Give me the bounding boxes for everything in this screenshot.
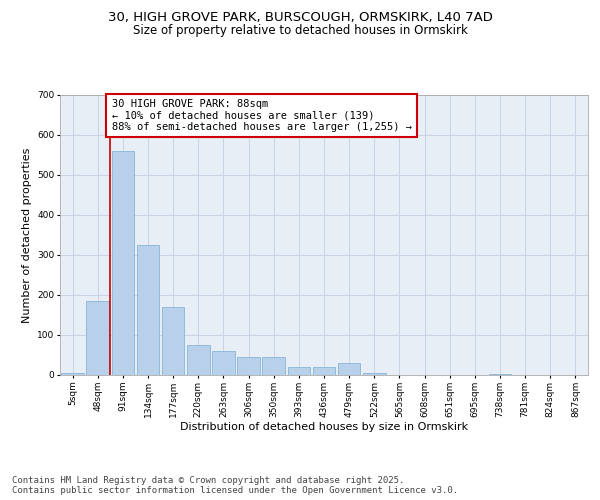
Bar <box>488 374 511 375</box>
Bar <box>313 367 335 375</box>
Bar <box>262 357 285 375</box>
Bar <box>86 301 109 375</box>
Bar <box>212 351 235 375</box>
Bar <box>237 357 260 375</box>
Text: 30, HIGH GROVE PARK, BURSCOUGH, ORMSKIRK, L40 7AD: 30, HIGH GROVE PARK, BURSCOUGH, ORMSKIRK… <box>107 11 493 24</box>
Y-axis label: Number of detached properties: Number of detached properties <box>22 148 32 322</box>
Bar <box>187 345 209 375</box>
Bar <box>112 151 134 375</box>
Text: Size of property relative to detached houses in Ormskirk: Size of property relative to detached ho… <box>133 24 467 37</box>
Bar <box>162 307 184 375</box>
Text: 30 HIGH GROVE PARK: 88sqm
← 10% of detached houses are smaller (139)
88% of semi: 30 HIGH GROVE PARK: 88sqm ← 10% of detac… <box>112 99 412 132</box>
X-axis label: Distribution of detached houses by size in Ormskirk: Distribution of detached houses by size … <box>180 422 468 432</box>
Bar <box>363 373 386 375</box>
Bar <box>287 367 310 375</box>
Bar <box>137 245 160 375</box>
Bar <box>338 363 361 375</box>
Bar <box>61 373 84 375</box>
Text: Contains HM Land Registry data © Crown copyright and database right 2025.
Contai: Contains HM Land Registry data © Crown c… <box>12 476 458 495</box>
